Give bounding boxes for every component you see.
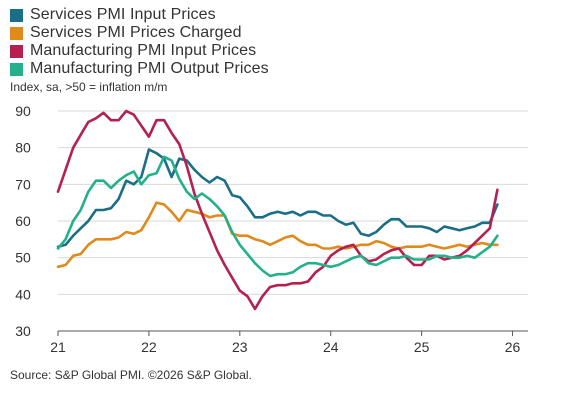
x-tick-label: 25: [414, 339, 430, 355]
series-line: [56, 155, 499, 278]
legend-label: Manufacturing PMI Input Prices: [30, 42, 257, 59]
y-tick-label: 40: [15, 286, 31, 302]
series-line: [56, 148, 499, 248]
legend-swatch: [10, 62, 23, 76]
series-line: [56, 109, 499, 311]
legend-item: Services PMI Input Prices: [10, 6, 269, 24]
legend-item: Manufacturing PMI Input Prices: [10, 42, 269, 60]
legend-label: Manufacturing PMI Output Prices: [30, 60, 269, 77]
source-note: Source: S&P Global PMI. ©2026 S&P Global…: [10, 368, 252, 382]
y-tick-label: 60: [15, 213, 31, 229]
x-tick-label: 21: [50, 339, 66, 355]
series-line: [56, 201, 499, 269]
y-tick-label: 90: [15, 103, 31, 119]
x-tick-label: 22: [141, 339, 157, 355]
y-tick-label: 80: [15, 140, 31, 156]
legend-swatch: [10, 26, 23, 40]
legend-label: Services PMI Input Prices: [30, 6, 216, 23]
legend-swatch: [10, 44, 23, 58]
y-tick-label: 30: [15, 323, 31, 339]
y-tick-label: 50: [15, 250, 31, 266]
x-tick-label: 26: [505, 339, 521, 355]
x-tick-label: 24: [323, 339, 339, 355]
x-tick-label: 23: [232, 339, 248, 355]
chart-subtitle: Index, sa, >50 = inflation m/m: [10, 80, 168, 94]
legend: Services PMI Input Prices Services PMI P…: [10, 6, 269, 78]
legend-item: Services PMI Prices Charged: [10, 24, 269, 42]
y-tick-label: 70: [15, 176, 31, 192]
legend-item: Manufacturing PMI Output Prices: [10, 60, 269, 78]
legend-swatch: [10, 8, 23, 22]
legend-label: Services PMI Prices Charged: [30, 24, 242, 41]
